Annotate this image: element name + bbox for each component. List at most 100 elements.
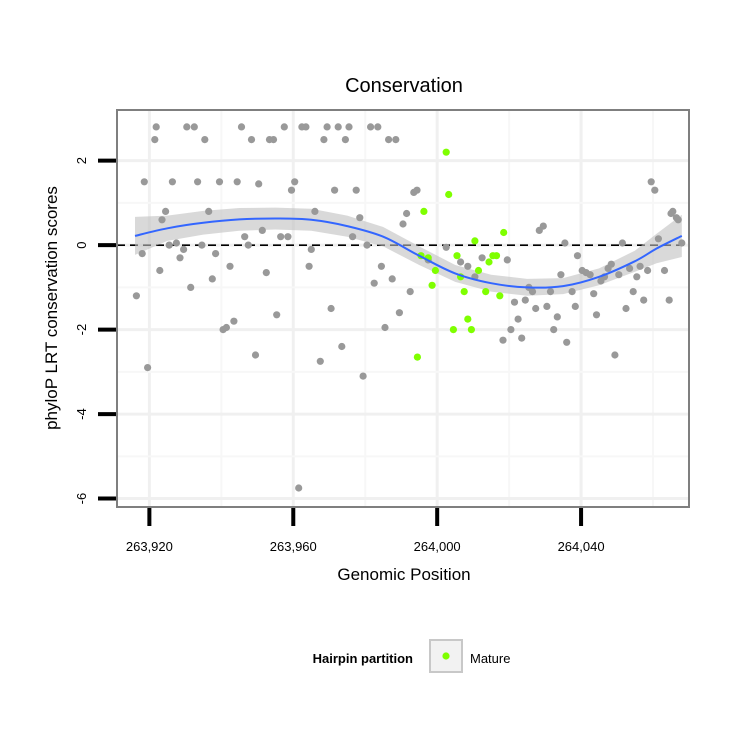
data-point-mature: [413, 353, 421, 361]
data-point: [132, 292, 140, 300]
data-point: [499, 336, 507, 344]
data-point-mature: [496, 292, 504, 300]
data-point: [669, 207, 677, 215]
data-point: [320, 136, 328, 144]
data-point: [338, 342, 346, 351]
grid: [117, 110, 689, 507]
data-point: [208, 275, 216, 283]
data-point: [212, 250, 220, 258]
data-point: [647, 178, 655, 186]
data-point: [561, 239, 569, 247]
data-point: [151, 136, 159, 144]
data-point-mature: [460, 288, 468, 296]
data-point: [305, 262, 313, 270]
data-point: [233, 178, 241, 186]
data-point: [381, 323, 389, 332]
x-axis-title: Genomic Position: [337, 565, 470, 584]
data-point: [618, 239, 627, 247]
data-point: [385, 136, 393, 144]
data-point: [503, 256, 511, 264]
y-tick-label: -6: [74, 493, 89, 505]
data-point: [158, 216, 166, 224]
data-point: [546, 288, 555, 296]
data-point-mature: [464, 315, 472, 323]
data-point: [230, 317, 238, 325]
data-point: [553, 313, 561, 321]
data-point: [532, 304, 540, 313]
data-point: [284, 233, 292, 241]
x-tick-label: 263,920: [126, 539, 173, 554]
data-point: [651, 186, 659, 194]
data-point-mature: [492, 252, 501, 260]
data-point: [403, 209, 411, 218]
data-point: [273, 311, 281, 319]
data-point: [165, 241, 173, 249]
data-point: [395, 309, 403, 317]
x-tick-label: 264,000: [414, 539, 461, 554]
data-point: [269, 136, 278, 144]
data-point: [168, 178, 176, 186]
data-point: [138, 250, 146, 258]
data-point: [180, 245, 188, 253]
data-point-mature: [428, 281, 436, 289]
data-point: [514, 315, 522, 323]
data-point: [327, 304, 335, 313]
data-point: [176, 254, 184, 262]
data-point: [247, 136, 256, 144]
data-point: [399, 220, 407, 228]
data-point: [352, 186, 360, 194]
data-point: [345, 123, 353, 131]
legend-title: Hairpin partition: [313, 651, 413, 666]
data-point: [633, 273, 641, 281]
data-point: [156, 266, 164, 275]
data-point: [198, 241, 206, 249]
data-point: [226, 262, 234, 270]
data-point: [183, 123, 191, 131]
data-point: [291, 178, 299, 186]
data-point: [568, 288, 576, 296]
data-point: [660, 266, 669, 275]
data-point: [590, 290, 598, 298]
data-point-mature: [445, 190, 453, 199]
data-point-mature: [471, 237, 479, 245]
data-point: [563, 338, 571, 346]
data-point: [205, 207, 213, 215]
data-point: [323, 123, 331, 131]
data-point: [370, 279, 378, 287]
data-point: [144, 364, 152, 372]
data-point: [413, 186, 421, 194]
plot-border: [116, 109, 690, 508]
y-tick-label: 2: [74, 157, 89, 164]
data-point: [363, 241, 371, 249]
data-point: [162, 207, 170, 215]
data-point: [640, 296, 648, 304]
data-point: [388, 275, 396, 283]
points-other: [132, 123, 686, 492]
data-point: [392, 136, 400, 144]
legend-key-mature-dot: [442, 652, 450, 660]
data-point: [507, 326, 515, 334]
data-point: [374, 123, 382, 131]
data-point: [194, 178, 202, 186]
data-point: [442, 243, 450, 251]
data-point: [244, 241, 252, 249]
data-point: [615, 271, 623, 279]
data-point: [636, 262, 644, 270]
data-point-mature: [500, 228, 508, 237]
data-point: [665, 296, 673, 304]
data-point-mature: [420, 207, 428, 215]
data-point: [172, 239, 180, 247]
y-axis-title: phyloP LRT conservation scores: [42, 186, 61, 430]
data-point: [611, 351, 619, 359]
data-point: [521, 296, 529, 304]
data-point: [644, 266, 652, 275]
data-point: [622, 304, 630, 313]
data-point: [251, 351, 260, 359]
confidence-ribbon: [135, 207, 682, 296]
data-point: [295, 484, 303, 492]
data-point: [592, 311, 601, 319]
x-tick-label: 263,960: [270, 539, 317, 554]
data-point: [359, 372, 367, 380]
